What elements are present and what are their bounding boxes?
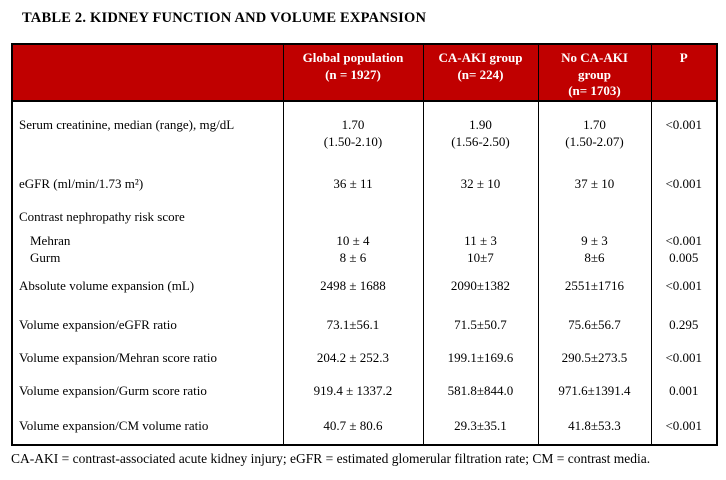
row-label: Gurm — [11, 249, 284, 273]
cell-global: 36 ± 11 — [282, 169, 424, 202]
cell-p-value: 0.001 — [650, 372, 718, 405]
cell-no-ca-aki: 971.6±1391.4 — [537, 372, 652, 405]
header-cell-global-population: Global population (n = 1927) — [282, 44, 424, 102]
cell-global — [282, 202, 424, 232]
cell-ca-aki: 71.5±50.7 — [422, 305, 539, 340]
table-row-gurm: Gurm 8 ± 6 10±7 8±6 0.005 — [11, 249, 718, 273]
cell-global: 10 ± 4 — [282, 232, 424, 249]
cell-ca-aki: 199.1±169.6 — [422, 340, 539, 372]
cell-global: 2498 ± 1688 — [282, 273, 424, 305]
table-title: TABLE 2. KIDNEY FUNCTION AND VOLUME EXPA… — [22, 10, 427, 26]
cell-global: 919.4 ± 1337.2 — [282, 372, 424, 405]
cell-p-value: <0.001 — [650, 273, 718, 305]
cell-p-value: 0.005 — [650, 249, 718, 273]
cell-no-ca-aki: 8±6 — [537, 249, 652, 273]
cell-no-ca-aki: 1.70 (1.50-2.07) — [537, 101, 652, 169]
table-row-mehran: Mehran 10 ± 4 11 ± 3 9 ± 3 <0.001 — [11, 232, 718, 249]
row-label: Volume expansion/Gurm score ratio — [11, 372, 284, 405]
cell-p-value: <0.001 — [650, 169, 718, 202]
header-cell-no-ca-aki-group: No CA-AKI group (n= 1703) — [537, 44, 652, 102]
cell-no-ca-aki: 290.5±273.5 — [537, 340, 652, 372]
table-footnote: CA-AKI = contrast-associated acute kidne… — [11, 451, 651, 466]
row-label: Volume expansion/eGFR ratio — [11, 305, 284, 340]
table-row-serum-creatinine: Serum creatinine, median (range), mg/dL … — [11, 101, 718, 169]
row-label: Absolute volume expansion (mL) — [11, 273, 284, 305]
cell-global: 73.1±56.1 — [282, 305, 424, 340]
table-row-ve-cm-ratio: Volume expansion/CM volume ratio 40.7 ± … — [11, 405, 718, 445]
row-label: eGFR (ml/min/1.73 m²) — [11, 169, 284, 202]
row-label: Serum creatinine, median (range), mg/dL — [11, 101, 284, 169]
cell-no-ca-aki — [537, 202, 652, 232]
cell-global: 8 ± 6 — [282, 249, 424, 273]
cell-ca-aki: 10±7 — [422, 249, 539, 273]
row-label: Volume expansion/CM volume ratio — [11, 405, 284, 445]
cell-no-ca-aki: 9 ± 3 — [537, 232, 652, 249]
table-row-ve-egfr-ratio: Volume expansion/eGFR ratio 73.1±56.1 71… — [11, 305, 718, 340]
cell-p-value: <0.001 — [650, 340, 718, 372]
cell-p-value: 0.295 — [650, 305, 718, 340]
cell-global: 1.70 (1.50-2.10) — [282, 101, 424, 169]
cell-ca-aki: 581.8±844.0 — [422, 372, 539, 405]
table-row-absolute-volume-expansion: Absolute volume expansion (mL) 2498 ± 16… — [11, 273, 718, 305]
table-row-egfr: eGFR (ml/min/1.73 m²) 36 ± 11 32 ± 10 37… — [11, 169, 718, 202]
cell-ca-aki: 1.90 (1.56-2.50) — [422, 101, 539, 169]
row-label: Mehran — [11, 232, 284, 249]
cell-no-ca-aki: 37 ± 10 — [537, 169, 652, 202]
cell-ca-aki — [422, 202, 539, 232]
table-row-ve-mehran-ratio: Volume expansion/Mehran score ratio 204.… — [11, 340, 718, 372]
cell-p-value: <0.001 — [650, 405, 718, 445]
header-cell-p-value: P — [650, 44, 718, 102]
row-label: Contrast nephropathy risk score — [11, 202, 284, 232]
cell-ca-aki: 32 ± 10 — [422, 169, 539, 202]
header-cell-ca-aki-group: CA-AKI group (n= 224) — [422, 44, 539, 102]
table-row-risk-score-group: Contrast nephropathy risk score — [11, 202, 718, 232]
cell-p-value — [650, 202, 718, 232]
cell-p-value: <0.001 — [650, 232, 718, 249]
cell-no-ca-aki: 75.6±56.7 — [537, 305, 652, 340]
cell-ca-aki: 11 ± 3 — [422, 232, 539, 249]
cell-p-value: <0.001 — [650, 101, 718, 169]
kidney-function-table: Global population (n = 1927) CA-AKI grou… — [11, 43, 718, 446]
cell-no-ca-aki: 41.8±53.3 — [537, 405, 652, 445]
cell-no-ca-aki: 2551±1716 — [537, 273, 652, 305]
cell-ca-aki: 2090±1382 — [422, 273, 539, 305]
row-label: Volume expansion/Mehran score ratio — [11, 340, 284, 372]
table-header-row: Global population (n = 1927) CA-AKI grou… — [11, 44, 718, 102]
table-row-ve-gurm-ratio: Volume expansion/Gurm score ratio 919.4 … — [11, 372, 718, 405]
cell-global: 40.7 ± 80.6 — [282, 405, 424, 445]
cell-ca-aki: 29.3±35.1 — [422, 405, 539, 445]
cell-global: 204.2 ± 252.3 — [282, 340, 424, 372]
header-cell-empty — [11, 44, 284, 102]
